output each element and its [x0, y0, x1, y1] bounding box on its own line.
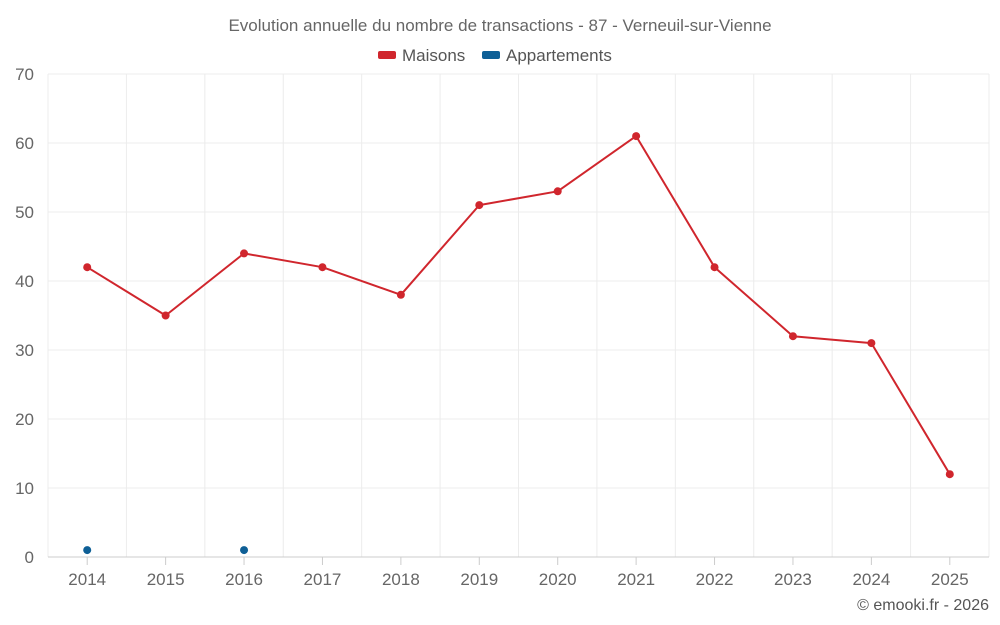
- data-point-maisons-2024[interactable]: [867, 339, 876, 348]
- credit-text: © emooki.fr - 2026: [857, 597, 989, 614]
- data-point-maisons-2016[interactable]: [240, 249, 249, 258]
- x-tick-label: 2023: [774, 570, 812, 589]
- legend-label-maisons: Maisons: [402, 46, 465, 65]
- data-point-maisons-2025[interactable]: [945, 470, 954, 479]
- series-line-maisons: [86, 135, 951, 475]
- x-tick-label: 2024: [852, 570, 890, 589]
- series: [83, 132, 954, 555]
- y-tick-label: 50: [15, 203, 34, 222]
- data-point-maisons-2014[interactable]: [83, 263, 92, 272]
- legend-item-maisons[interactable]: Maisons: [378, 46, 465, 65]
- data-point-maisons-2015[interactable]: [161, 311, 170, 320]
- x-tick-label: 2017: [304, 570, 342, 589]
- x-tick-label: 2018: [382, 570, 420, 589]
- data-point-maisons-2018[interactable]: [396, 290, 405, 299]
- y-tick-label: 60: [15, 134, 34, 153]
- x-tick-label: 2015: [147, 570, 185, 589]
- data-point-maisons-2022[interactable]: [710, 263, 719, 272]
- data-point-appartements-2016[interactable]: [240, 546, 249, 555]
- x-axis-ticks: 2014 2015 2016 2017 2018 2019 2020 2021 2022 2023…: [68, 557, 969, 589]
- data-point-maisons-2019[interactable]: [475, 201, 484, 210]
- y-tick-label: 40: [15, 272, 34, 291]
- y-axis-ticks: 0 10 20 30 40 50 60 70: [15, 65, 34, 567]
- legend-swatch-appartements: [482, 51, 500, 59]
- y-tick-label: 10: [15, 479, 34, 498]
- x-tick-label: 2020: [539, 570, 577, 589]
- y-tick-label: 30: [15, 341, 34, 360]
- data-point-maisons-2017[interactable]: [318, 263, 327, 272]
- legend: Maisons Appartements: [378, 46, 612, 65]
- data-point-appartements-2014[interactable]: [83, 546, 92, 555]
- grid: [47, 73, 990, 558]
- series-appartements: [83, 546, 249, 555]
- data-point-maisons-2021[interactable]: [632, 132, 641, 141]
- data-point-maisons-2020[interactable]: [553, 187, 562, 196]
- legend-swatch-maisons: [378, 51, 396, 59]
- x-tick-label: 2021: [617, 570, 655, 589]
- x-tick-label: 2014: [68, 570, 106, 589]
- legend-label-appartements: Appartements: [506, 46, 612, 65]
- x-tick-label: 2019: [460, 570, 498, 589]
- x-tick-label: 2022: [696, 570, 734, 589]
- x-tick-label: 2016: [225, 570, 263, 589]
- chart-title: Evolution annuelle du nombre de transact…: [228, 16, 771, 35]
- y-tick-label: 0: [25, 548, 34, 567]
- y-tick-label: 20: [15, 410, 34, 429]
- x-tick-label: 2025: [931, 570, 969, 589]
- data-point-maisons-2023[interactable]: [788, 332, 797, 341]
- legend-item-appartements[interactable]: Appartements: [482, 46, 612, 65]
- series-maisons: [83, 132, 954, 479]
- y-tick-label: 70: [15, 65, 34, 84]
